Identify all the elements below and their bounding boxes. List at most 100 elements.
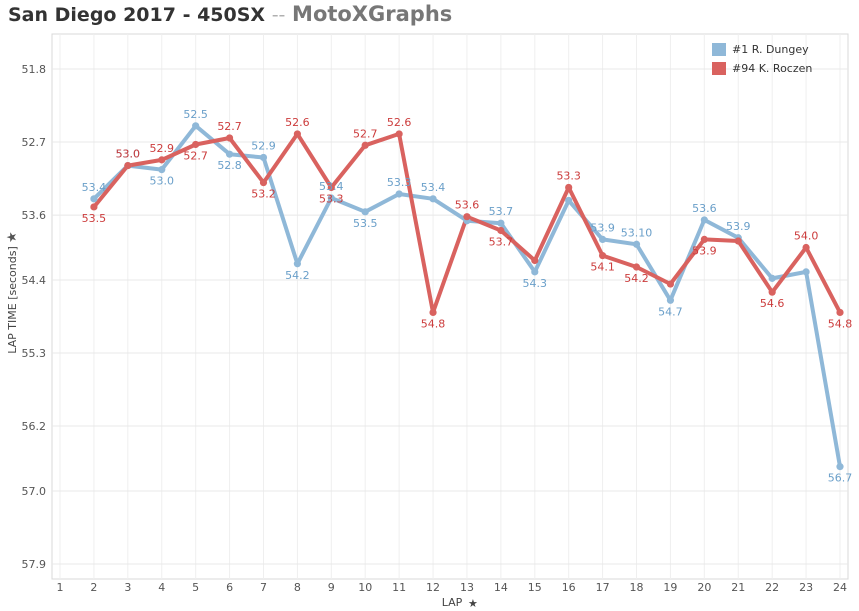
data-point (90, 195, 98, 203)
data-label: 54.2 (624, 272, 649, 285)
data-label: 53.5 (82, 212, 107, 225)
data-point (497, 219, 505, 227)
x-tick-label: 20 (697, 581, 711, 594)
x-tick-label: 15 (528, 581, 542, 594)
data-point (802, 268, 810, 276)
pin-icon-y[interactable]: ★ (5, 231, 20, 243)
vertical-gridlines (59, 34, 841, 579)
data-labels: 53.4 53.0 53.0 52.5 52.8 52.9 54.2 53.4 53.5 53.3… (82, 108, 853, 485)
data-label: 53.6 (455, 199, 480, 212)
data-point (395, 190, 403, 198)
pin-icon-x[interactable]: ★ (468, 597, 478, 610)
plot-area (51, 33, 849, 580)
x-tick-label: 9 (328, 581, 335, 594)
data-label: 54.8 (828, 317, 853, 330)
data-point (497, 226, 505, 235)
x-tick-label: 7 (260, 581, 267, 594)
data-point (768, 274, 776, 282)
x-tick-label: 1 (57, 581, 64, 594)
data-label: 52.9 (251, 139, 276, 152)
legend-swatch-roczen (712, 62, 726, 75)
x-tick-label: 13 (460, 581, 474, 594)
y-tick-label: 56.2 (22, 420, 47, 433)
data-point (361, 208, 369, 216)
y-tick-label: 57.0 (22, 485, 47, 498)
data-point (666, 280, 675, 288)
data-label: 54.0 (794, 230, 819, 243)
y-tick-label: 52.7 (22, 136, 47, 149)
data-label: 53.9 (692, 244, 717, 257)
data-label: 53.9 (726, 220, 751, 233)
x-tick-label: 10 (358, 581, 372, 594)
legend-label-dungey: #1 R. Dungey (732, 43, 809, 56)
data-point (632, 240, 641, 248)
data-label: 53.7 (489, 205, 514, 218)
data-label: 53.0 (149, 175, 174, 188)
data-label: 53.4 (319, 180, 344, 193)
y-axis-label: LAP TIME [seconds] (6, 246, 19, 353)
data-label: 53.3 (387, 176, 412, 189)
data-point (327, 194, 335, 202)
data-point (836, 463, 844, 471)
data-label: 53.7 (489, 235, 514, 248)
data-point (327, 183, 335, 192)
data-point (225, 150, 234, 158)
y-tick-label: 55.3 (22, 347, 47, 360)
y-tick-label: 51.8 (22, 63, 47, 76)
x-tick-label: 12 (426, 581, 440, 594)
data-point (599, 252, 607, 260)
data-label: 56.7 (828, 472, 853, 485)
x-tick-label: 5 (192, 581, 199, 594)
data-point (259, 179, 268, 187)
data-label: 53.10 (621, 226, 653, 239)
data-point (158, 166, 166, 174)
x-tick-label: 19 (663, 581, 677, 594)
data-point (429, 195, 437, 203)
data-label: 54.1 (590, 261, 615, 274)
data-label: 52.7 (183, 149, 208, 162)
x-tick-label: 23 (799, 581, 813, 594)
chart-title: San Diego 2017 - 450SX (8, 4, 266, 26)
x-tick-label: 3 (124, 581, 131, 594)
data-label: 53.6 (692, 202, 717, 215)
legend-label-roczen: #94 K. Roczen (732, 62, 812, 75)
series-points (90, 122, 844, 471)
x-tick-label: 16 (562, 581, 576, 594)
x-axis-label: LAP (442, 596, 463, 609)
x-tick-label: 4 (158, 581, 165, 594)
data-point (293, 130, 301, 138)
data-point (225, 134, 234, 142)
data-point (565, 183, 573, 192)
data-label: 53.5 (353, 217, 378, 230)
x-tick-label: 6 (226, 581, 233, 594)
data-label: 54.7 (658, 305, 683, 318)
data-point (463, 213, 471, 221)
x-axis-ticks: 1 2 3 4 5 6 7 8 9 10 11 12 13 14 15 16 17 18 19 20 21 22 23 24 (57, 581, 848, 594)
x-tick-label: 21 (731, 581, 745, 594)
data-point (836, 308, 844, 317)
x-tick-label: 14 (494, 581, 508, 594)
horizontal-gridlines (52, 68, 848, 565)
data-point (666, 296, 675, 304)
brand-name: MotoXGraphs (292, 2, 453, 26)
legend[interactable]: #1 R. Dungey #94 K. Roczen (712, 43, 812, 75)
title-separator: -- (271, 4, 286, 26)
data-point (531, 268, 539, 276)
data-point (768, 288, 776, 296)
y-tick-label: 54.4 (22, 274, 47, 287)
legend-swatch-dungey (712, 43, 726, 56)
data-label: 53.0 (116, 148, 141, 161)
data-label: 54.2 (285, 269, 310, 282)
data-point (395, 130, 403, 138)
x-tick-label: 22 (765, 581, 779, 594)
data-label: 52.7 (353, 127, 378, 140)
x-tick-label: 11 (392, 581, 406, 594)
data-point (700, 216, 708, 224)
x-tick-label: 24 (833, 581, 847, 594)
data-label: 53.3 (319, 192, 344, 205)
data-label: 54.8 (421, 317, 446, 330)
data-label: 53.2 (251, 188, 276, 201)
data-label: 54.3 (523, 277, 548, 290)
data-label: 53.0 (116, 148, 141, 161)
